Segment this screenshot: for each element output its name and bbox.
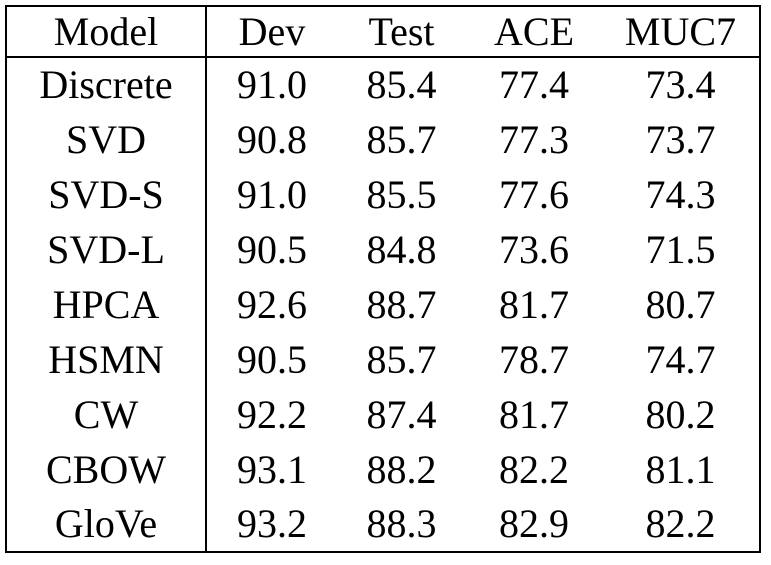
table-body: Discrete 91.0 85.4 77.4 73.4 SVD 90.8 85.7 77.3 7…: [6, 57, 760, 552]
table-row: CW 92.2 87.4 81.7 80.2: [6, 387, 760, 442]
model-cell: HPCA: [6, 277, 207, 332]
value-cell: 71.5: [645, 226, 716, 272]
table-row: HPCA 92.6 88.7 81.7 80.7: [6, 277, 760, 332]
value-cell: 93.1: [237, 446, 307, 492]
value-cell: 92.2: [237, 391, 307, 437]
value-cell: 80.7: [645, 281, 716, 327]
table-header: Model Dev Test ACE MUC7: [6, 6, 760, 58]
value-cell: 93.2: [237, 501, 307, 546]
model-cell: HSMN: [6, 332, 207, 387]
header-row: Model Dev Test ACE MUC7: [6, 6, 760, 58]
value-cell: 80.2: [645, 391, 716, 437]
value-cell: 82.9: [499, 501, 569, 546]
value-cell: 77.4: [499, 62, 569, 107]
value-cell: 87.4: [366, 391, 437, 437]
value-cell: 88.7: [366, 281, 437, 327]
value-cell: 74.7: [645, 336, 716, 382]
value-cell: 85.5: [366, 171, 437, 217]
value-cell: 81.7: [499, 281, 569, 327]
value-cell: 78.7: [499, 336, 569, 382]
value-cell: 73.6: [499, 226, 569, 272]
table-row: SVD-S 91.0 85.5 77.6 74.3: [6, 167, 760, 222]
table-row: CBOW 93.1 88.2 82.2 81.1: [6, 442, 760, 497]
model-cell: CW: [6, 387, 207, 442]
table-row: HSMN 90.5 85.7 78.7 74.7: [6, 332, 760, 387]
value-cell: 82.2: [645, 501, 716, 546]
model-cell: GloVe: [6, 497, 207, 552]
table-row: GloVe 93.2 88.3 82.9 82.2: [6, 497, 760, 552]
table-row: SVD 90.8 85.7 77.3 73.7: [6, 112, 760, 167]
value-cell: 90.5: [237, 226, 307, 272]
value-cell: 85.7: [366, 336, 437, 382]
model-cell: Discrete: [6, 57, 207, 112]
value-cell: 85.4: [366, 62, 437, 107]
header-cell-ace: ACE: [466, 6, 602, 58]
value-cell: 88.3: [366, 501, 437, 546]
table-row: Discrete 91.0 85.4 77.4 73.4: [6, 57, 760, 112]
value-cell: 88.2: [366, 446, 437, 492]
header-cell-model: Model: [6, 6, 207, 58]
table-row: SVD-L 90.5 84.8 73.6 71.5: [6, 222, 760, 277]
header-cell-muc7: MUC7: [602, 6, 760, 58]
header-cell-dev: Dev: [206, 6, 337, 58]
model-cell: SVD-L: [6, 222, 207, 277]
header-cell-test: Test: [337, 6, 466, 58]
value-cell: 77.3: [499, 116, 569, 162]
value-cell: 91.0: [237, 171, 307, 217]
value-cell: 90.8: [237, 116, 307, 162]
model-cell: SVD: [6, 112, 207, 167]
value-cell: 73.7: [645, 116, 716, 162]
value-cell: 74.3: [645, 171, 716, 217]
model-cell: CBOW: [6, 442, 207, 497]
value-cell: 91.0: [237, 62, 307, 107]
value-cell: 77.6: [499, 171, 569, 217]
value-cell: 73.4: [645, 62, 716, 107]
value-cell: 82.2: [499, 446, 569, 492]
value-cell: 84.8: [366, 226, 437, 272]
model-cell: SVD-S: [6, 167, 207, 222]
value-cell: 81.1: [645, 446, 716, 492]
results-table: Model Dev Test ACE MUC7 Discrete 91.0 85.4…: [5, 5, 761, 553]
value-cell: 85.7: [366, 116, 437, 162]
value-cell: 90.5: [237, 336, 307, 382]
value-cell: 92.6: [237, 281, 307, 327]
value-cell: 81.7: [499, 391, 569, 437]
